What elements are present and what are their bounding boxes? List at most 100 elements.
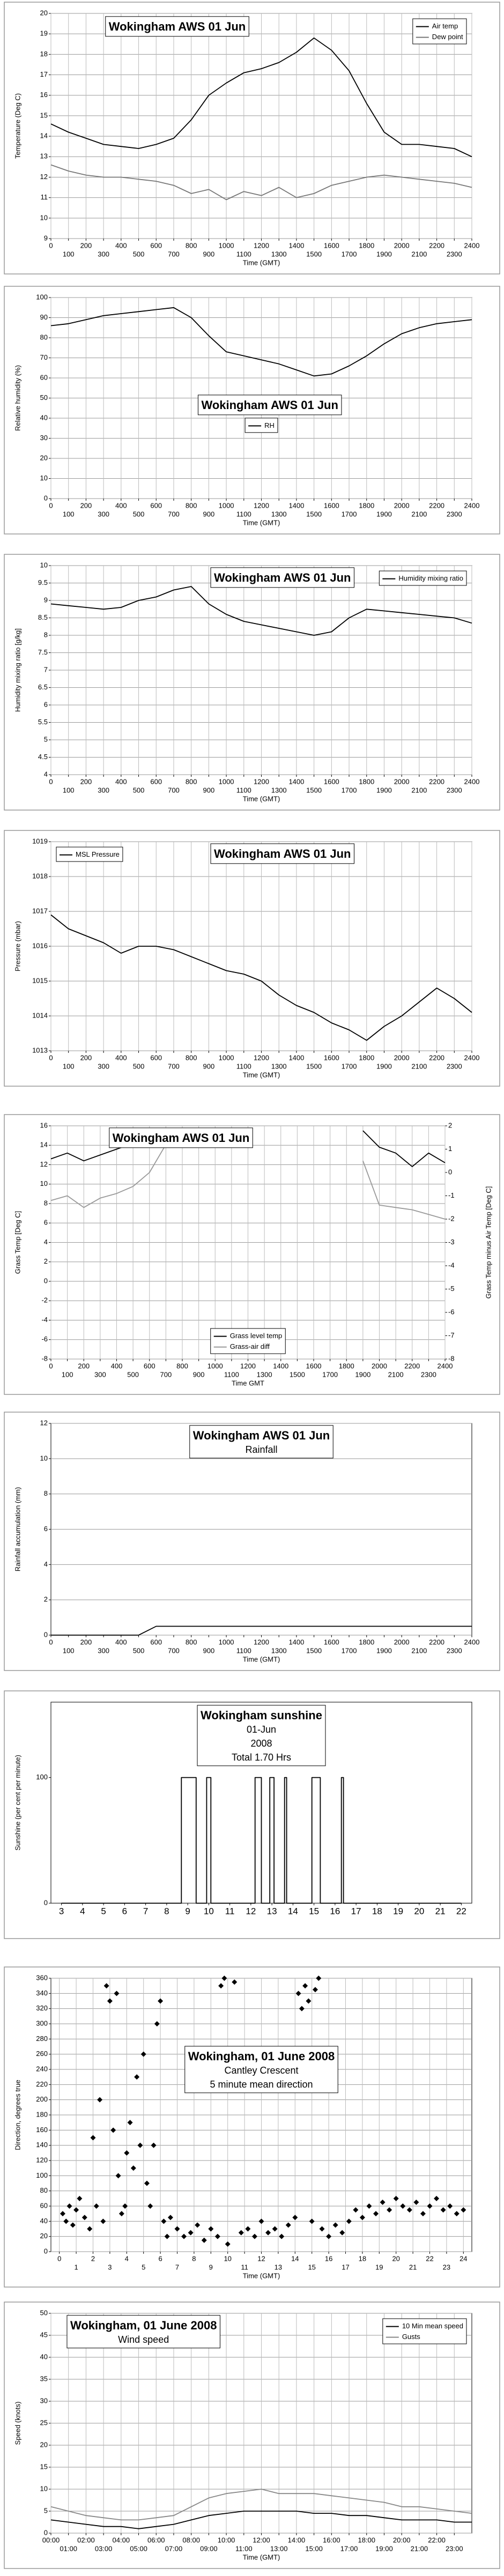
y-tick-label: 14 <box>40 132 48 140</box>
x-tick-label: 18 <box>372 1906 382 1916</box>
x-tick-label: 2300 <box>447 1062 462 1070</box>
x-tick-label: 1400 <box>288 777 304 785</box>
x-tick-label: 1400 <box>273 1362 288 1370</box>
x-tick-label: 1700 <box>342 250 357 258</box>
x-tick-label: 18:00 <box>358 2536 375 2544</box>
y-tick-label: 16 <box>40 91 48 99</box>
data-point <box>326 2233 332 2239</box>
x-tick-label: 13 <box>275 2263 282 2271</box>
title-box <box>197 1705 326 1766</box>
y-tick-label: 11 <box>41 193 48 201</box>
data-point <box>295 1991 301 1996</box>
chart-title: Wokingham sunshine <box>201 1709 322 1722</box>
x-tick-label: 1100 <box>236 1062 251 1070</box>
x-tick-label: 14:00 <box>288 2536 306 2544</box>
x-tick-label: 1600 <box>324 777 339 785</box>
y2-axis-label: Grass Temp minus Air Temp [Deg C] <box>484 1186 492 1299</box>
x-tick-label: 20 <box>392 2254 399 2262</box>
y-tick-label: 70 <box>40 353 48 361</box>
y-tick-label: 1013 <box>32 1046 48 1054</box>
x-tick-label: 1200 <box>240 1362 256 1370</box>
title-box <box>197 395 342 415</box>
y-tick-label: 60 <box>40 373 48 381</box>
y-tick-label: 10 <box>40 474 48 482</box>
y-tick-label: 8 <box>44 630 48 639</box>
x-tick-label: 2100 <box>411 786 427 794</box>
x-tick-label: 1700 <box>342 1646 357 1654</box>
y2-tick-label: -1 <box>448 1191 455 1199</box>
x-tick-label: 15 <box>308 2263 315 2271</box>
x-tick-label: 2100 <box>411 1646 427 1654</box>
x-tick-label: 1200 <box>254 1638 269 1646</box>
x-tick-label: 2200 <box>429 501 444 509</box>
x-tick-label: 4 <box>125 2254 129 2262</box>
chart-panel: 9101112131415161718192001002003004005006… <box>4 2 500 274</box>
x-tick-label: 6 <box>158 2254 162 2262</box>
data-point <box>208 2226 214 2232</box>
x-tick-label: 1600 <box>324 1053 339 1061</box>
y-tick-label: 14 <box>40 1141 48 1149</box>
data-point <box>134 2074 140 2080</box>
x-tick-label: 900 <box>203 1062 215 1070</box>
y2-tick-label: -2 <box>448 1214 455 1222</box>
x-tick-label: 1000 <box>219 501 234 509</box>
x-tick-label: 2200 <box>404 1362 420 1370</box>
data-point <box>110 2127 116 2133</box>
data-point <box>164 2233 170 2239</box>
data-point <box>97 2097 103 2103</box>
data-point <box>406 2207 412 2213</box>
x-tick-label: 12 <box>257 2254 265 2262</box>
chart-panel: 0204060801001201401601802002202402602803… <box>4 1966 500 2288</box>
y-tick-label: 1014 <box>32 1011 48 1019</box>
x-tick-label: 18 <box>359 2254 366 2262</box>
x-tick-label: 500 <box>133 510 145 518</box>
x-tick-label: 200 <box>80 241 92 249</box>
x-tick-label: 1800 <box>359 501 374 509</box>
x-tick-label: 0 <box>49 501 53 509</box>
x-tick-label: 11 <box>225 1906 235 1916</box>
x-tick-label: 2300 <box>447 1646 462 1654</box>
y-axis-label: Relative humidity (%) <box>13 365 21 431</box>
y-tick-label: -4 <box>41 1316 48 1324</box>
x-tick-label: 1000 <box>219 1638 234 1646</box>
x-tick-label: 700 <box>168 786 180 794</box>
x-tick-label: 1500 <box>306 250 322 258</box>
x-tick-label: 1800 <box>359 1638 374 1646</box>
y-tick-label: 6.5 <box>38 683 48 691</box>
data-point <box>440 2207 446 2213</box>
title-box <box>210 843 354 864</box>
x-tick-label: 100 <box>63 786 75 794</box>
x-tick-label: 5 <box>142 2263 145 2271</box>
x-tick-label: 21 <box>435 1906 446 1916</box>
y-tick-label: 6 <box>44 1525 48 1533</box>
title-box <box>66 2315 220 2349</box>
y-tick-label: 4 <box>44 770 48 778</box>
x-tick-label: 20 <box>414 1906 424 1916</box>
x-tick-label: 0 <box>49 241 53 249</box>
y-tick-label: -2 <box>41 1296 48 1304</box>
x-tick-label: 2200 <box>429 1053 444 1061</box>
x-tick-label: 1300 <box>271 1646 287 1654</box>
x-tick-label: 2300 <box>447 510 462 518</box>
y-tick-label: 0 <box>44 1898 48 1906</box>
y-tick-label: 120 <box>36 2156 48 2164</box>
y-axis-label: Humidity mixing ratio [g/kg] <box>13 628 21 712</box>
y-tick-label: 180 <box>36 2110 48 2118</box>
x-tick-label: 600 <box>150 777 162 785</box>
x-tick-label: 400 <box>115 1638 127 1646</box>
y-tick-label: 100 <box>36 2171 48 2179</box>
x-tick-label: 1300 <box>271 786 287 794</box>
y-tick-label: 7 <box>44 665 48 673</box>
legend-box <box>56 847 123 862</box>
y-tick-label: 20 <box>40 2232 48 2240</box>
x-tick-label: 2000 <box>394 501 410 509</box>
x-axis-label: Time (GMT) <box>243 518 280 526</box>
annotation: 5 minute mean direction <box>210 2079 313 2090</box>
y-axis-label: Temperature (Deg C) <box>13 93 21 159</box>
y2-tick-label: -8 <box>448 1354 455 1362</box>
x-tick-label: 9 <box>185 1906 190 1916</box>
y-tick-label: 10 <box>40 1179 48 1187</box>
data-point <box>195 2222 201 2228</box>
x-tick-label: 11 <box>241 2263 248 2271</box>
